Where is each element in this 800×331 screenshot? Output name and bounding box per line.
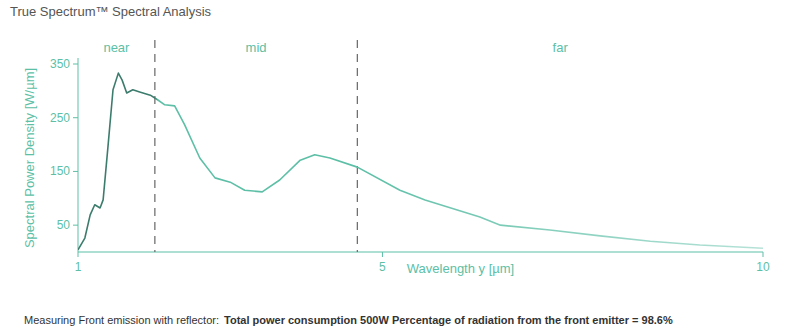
- y-axis-label: Spectral Power Density [W/µm]: [22, 68, 37, 248]
- y-tick: [73, 117, 78, 118]
- x-tick-label: 10: [756, 260, 770, 274]
- plot-area: [78, 73, 763, 250]
- region-divider: [357, 40, 358, 252]
- region-divider: [154, 40, 155, 252]
- x-tick: [382, 252, 383, 257]
- footnote-text: Measuring Front emission with reflector:: [24, 314, 219, 326]
- y-tick: [73, 64, 78, 65]
- chart-root: True Spectrum™ Spectral Analysis Spectral…: [0, 0, 800, 331]
- spectrum-line: [78, 73, 763, 250]
- y-tick-label: 350: [50, 57, 70, 71]
- y-tick: [73, 225, 78, 226]
- x-axis-label: Wavelength y [µm]: [407, 261, 514, 276]
- x-tick: [78, 252, 79, 257]
- y-axis-line: [78, 58, 79, 252]
- region-label: mid: [246, 40, 267, 55]
- y-tick-label: 250: [50, 111, 70, 125]
- footnote-bold: Total power consumption 500W Percentage …: [224, 314, 673, 326]
- region-label: far: [553, 40, 569, 55]
- x-axis-line: [78, 252, 763, 253]
- y-tick-label: 150: [50, 164, 70, 178]
- x-tick-label: 5: [379, 260, 386, 274]
- footnote: Measuring Front emission with reflector:…: [24, 314, 673, 326]
- x-tick-label: 1: [75, 260, 82, 274]
- title: True Spectrum™ Spectral Analysis: [10, 4, 212, 19]
- x-tick: [763, 252, 764, 257]
- chart-svg: True Spectrum™ Spectral Analysis Spectral…: [0, 0, 800, 331]
- region-label: near: [103, 40, 130, 55]
- y-tick-label: 50: [57, 218, 71, 232]
- y-tick: [73, 171, 78, 172]
